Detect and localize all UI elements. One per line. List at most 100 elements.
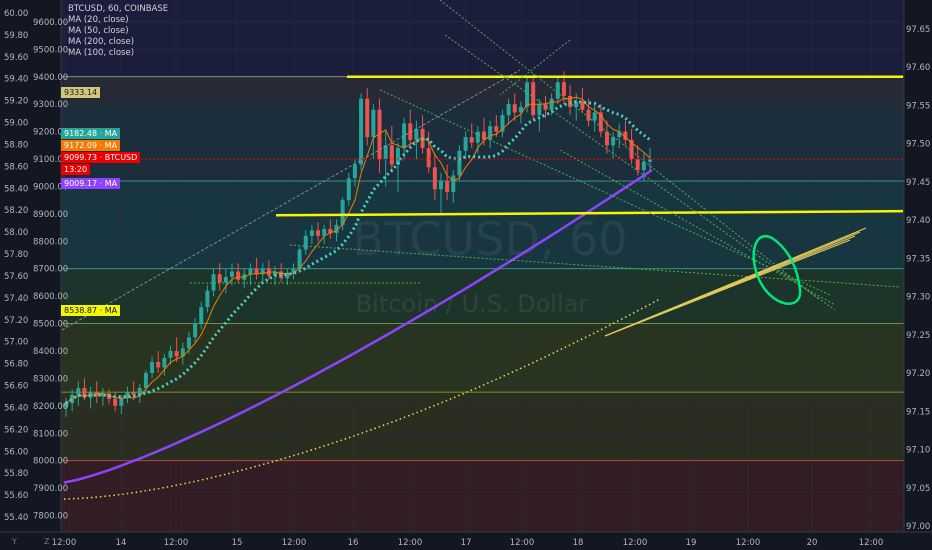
candle-body xyxy=(297,249,302,269)
candle-body xyxy=(223,276,228,283)
left-scale-tick: 55.60 xyxy=(4,491,28,501)
left-scale-tick: 57.00 xyxy=(4,338,28,348)
right-scale-tick: 97.10 xyxy=(906,446,930,456)
countdown-tag: 13:20 xyxy=(61,164,91,175)
left-scale-tick: 58.00 xyxy=(4,228,28,238)
candle-body xyxy=(205,290,210,308)
left-scale-tick: 57.20 xyxy=(4,316,28,326)
candle-body xyxy=(402,123,407,149)
ma100-tag: 8538.87 · MA xyxy=(61,305,121,316)
ma100-line xyxy=(63,298,661,500)
right-scale-tick: 97.15 xyxy=(906,407,930,417)
candle-body xyxy=(598,112,603,132)
left-scale-tick: 60.00 xyxy=(4,9,28,19)
left-scale-tick: 57.80 xyxy=(4,250,28,260)
candle-body xyxy=(76,388,81,395)
candle-body xyxy=(543,104,548,110)
left-scale-tick: 59.60 xyxy=(4,53,28,63)
candle-body xyxy=(580,101,585,110)
candle-body xyxy=(346,178,351,201)
candle-body xyxy=(229,271,234,277)
legend-title[interactable]: BTCUSD, 60, COINBASE xyxy=(68,4,169,14)
candle-body xyxy=(586,109,591,121)
candle-body xyxy=(248,268,253,275)
left-scale-tick: 57.40 xyxy=(4,294,28,304)
legend-ma20[interactable]: MA (20, close) xyxy=(68,15,129,25)
price-band-5 xyxy=(61,323,904,393)
candle-body xyxy=(531,82,536,116)
price-tick-label: 9500.00 xyxy=(33,45,68,55)
price-tick-label: 7900.00 xyxy=(33,484,68,494)
right-scale-tick: 97.60 xyxy=(906,63,930,73)
candle-body xyxy=(475,131,480,143)
trendline xyxy=(439,0,821,301)
z-axis-button[interactable]: Z xyxy=(44,537,50,546)
candle-body xyxy=(291,268,296,273)
candle-body xyxy=(100,393,105,397)
time-tick-label: 14 xyxy=(116,538,127,548)
left-scale-tick: 59.80 xyxy=(4,31,28,41)
time-tick-label: 12:00 xyxy=(623,538,648,548)
price-tick-label: 7800.00 xyxy=(33,512,68,522)
candle-body xyxy=(512,104,517,113)
legend-ma100[interactable]: MA (100, close) xyxy=(68,48,135,58)
ma20-line xyxy=(65,96,651,404)
price-tick-label: 9600.00 xyxy=(33,18,68,28)
candle-body xyxy=(316,230,321,236)
wedge-line xyxy=(604,239,851,337)
ma50-line xyxy=(65,100,651,405)
ma50-tag: 9182.48 · MA xyxy=(61,128,121,139)
time-axis-panel xyxy=(0,532,932,550)
left-scale-tick: 59.40 xyxy=(4,75,28,85)
time-tick-label: 12:00 xyxy=(510,538,535,548)
trendline xyxy=(444,34,836,311)
price-band-0 xyxy=(61,0,904,77)
candle-body xyxy=(426,148,431,168)
legend-ma50[interactable]: MA (50, close) xyxy=(68,26,129,36)
candle-body xyxy=(525,82,530,107)
candle-body xyxy=(143,372,148,389)
candle-body xyxy=(371,109,376,138)
candles xyxy=(64,71,652,417)
price-tick-label: 8500.00 xyxy=(33,320,68,330)
ma200-line xyxy=(63,168,653,484)
time-tick-label: 12:00 xyxy=(52,538,77,548)
candle-body xyxy=(174,351,179,357)
candle-body xyxy=(648,159,652,162)
left-scale-tick: 58.80 xyxy=(4,140,28,150)
right-scale-tick: 97.35 xyxy=(906,254,930,264)
time-tick-label: 16 xyxy=(348,538,359,548)
price-tick-label: 8700.00 xyxy=(33,265,68,275)
candle-body xyxy=(451,175,456,192)
candle-body xyxy=(611,137,616,146)
candle-body xyxy=(555,82,560,99)
price-band-1 xyxy=(61,76,904,105)
price-tick-label: 8800.00 xyxy=(33,237,68,247)
y-axis-button[interactable]: Y xyxy=(12,537,17,546)
right-scale-tick: 97.30 xyxy=(906,293,930,303)
candle-body xyxy=(488,126,493,140)
time-tick-label: 12:00 xyxy=(736,538,761,548)
candle-body xyxy=(445,180,450,192)
price-tick-label: 9200.00 xyxy=(33,128,68,138)
right-scale-tick: 97.40 xyxy=(906,216,930,226)
trendline xyxy=(499,39,571,96)
time-tick-label: 12:00 xyxy=(164,538,189,548)
candle-body xyxy=(217,274,222,283)
legend-ma200[interactable]: MA (200, close) xyxy=(68,37,135,47)
candle-body xyxy=(254,268,259,275)
candle-body xyxy=(592,112,597,121)
candle-body xyxy=(629,139,634,160)
candle-body xyxy=(414,128,419,140)
candle-body xyxy=(395,148,400,165)
candle-body xyxy=(469,137,474,143)
candle-body xyxy=(137,388,142,395)
time-tick-label: 12:00 xyxy=(859,538,884,548)
left-scale-tick: 57.60 xyxy=(4,272,28,282)
candle-body xyxy=(285,272,290,279)
support-line xyxy=(275,209,904,217)
candle-body xyxy=(549,98,554,110)
left-scale-tick: 56.60 xyxy=(4,382,28,392)
left-scale-tick: 59.20 xyxy=(4,97,28,107)
